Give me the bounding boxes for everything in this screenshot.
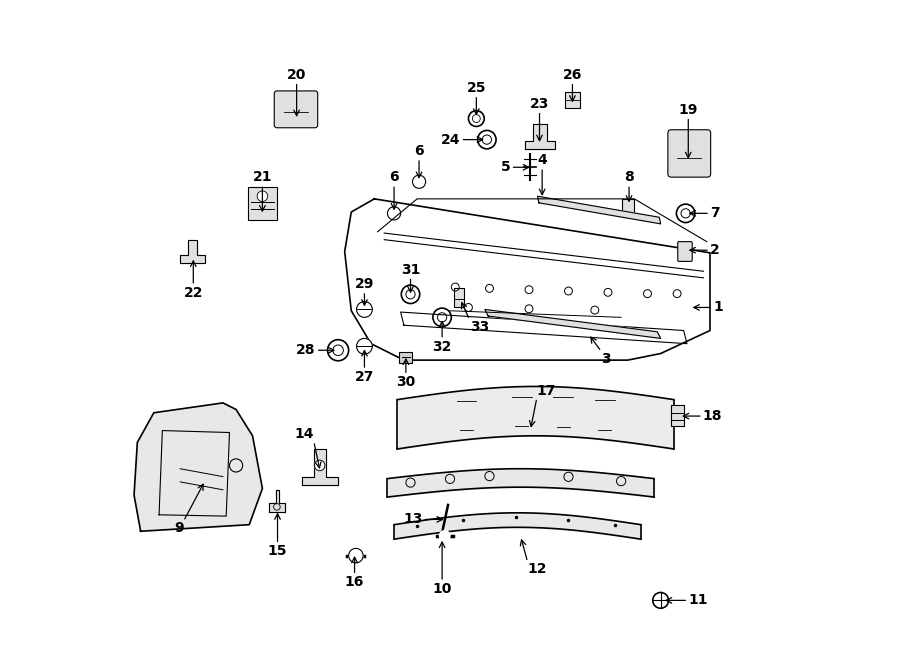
Text: 11: 11 [688, 594, 707, 607]
Circle shape [439, 531, 450, 541]
Text: 26: 26 [562, 67, 582, 82]
FancyBboxPatch shape [623, 199, 634, 214]
Text: 14: 14 [294, 427, 314, 441]
Text: 25: 25 [466, 81, 486, 95]
Text: 17: 17 [537, 383, 556, 398]
Text: 33: 33 [470, 320, 489, 334]
Text: 22: 22 [184, 286, 203, 299]
Text: 20: 20 [287, 67, 306, 82]
Text: 21: 21 [253, 171, 272, 184]
FancyBboxPatch shape [671, 405, 684, 426]
Text: 1: 1 [714, 301, 723, 315]
Circle shape [388, 207, 400, 220]
Circle shape [356, 301, 373, 317]
Text: 24: 24 [441, 133, 461, 147]
FancyBboxPatch shape [400, 352, 412, 364]
Circle shape [356, 338, 373, 354]
Text: 16: 16 [345, 575, 364, 590]
Text: 29: 29 [355, 277, 374, 291]
FancyBboxPatch shape [564, 93, 580, 108]
Text: 10: 10 [432, 582, 452, 596]
Text: 30: 30 [396, 375, 416, 389]
Circle shape [401, 285, 419, 303]
Polygon shape [269, 490, 285, 512]
Polygon shape [180, 240, 205, 263]
Polygon shape [525, 124, 555, 149]
Text: 18: 18 [703, 409, 723, 423]
Circle shape [230, 459, 243, 472]
Text: 9: 9 [174, 522, 184, 535]
Circle shape [348, 549, 363, 563]
Circle shape [314, 460, 325, 471]
Circle shape [677, 204, 695, 223]
Polygon shape [537, 196, 661, 224]
Text: 2: 2 [710, 243, 720, 257]
Text: 23: 23 [530, 97, 549, 110]
Text: 15: 15 [268, 545, 287, 559]
Text: 12: 12 [527, 563, 547, 576]
FancyBboxPatch shape [454, 288, 464, 307]
Text: 7: 7 [710, 206, 720, 220]
FancyBboxPatch shape [668, 130, 711, 177]
Text: 5: 5 [500, 160, 510, 175]
Circle shape [257, 191, 267, 202]
FancyBboxPatch shape [248, 187, 277, 220]
Text: 6: 6 [414, 144, 424, 158]
Polygon shape [485, 309, 661, 338]
Text: 6: 6 [389, 171, 399, 184]
FancyBboxPatch shape [274, 91, 318, 128]
Polygon shape [345, 199, 710, 360]
Text: 31: 31 [400, 262, 420, 276]
Circle shape [412, 175, 426, 188]
Polygon shape [134, 403, 263, 531]
Polygon shape [302, 449, 338, 485]
Text: 19: 19 [679, 102, 698, 116]
Text: 8: 8 [625, 171, 634, 184]
Circle shape [478, 130, 496, 149]
Text: 28: 28 [296, 343, 316, 357]
Text: 27: 27 [355, 370, 374, 384]
FancyBboxPatch shape [678, 242, 692, 261]
Circle shape [468, 110, 484, 126]
Circle shape [652, 592, 669, 608]
Text: 32: 32 [432, 340, 452, 354]
Circle shape [328, 340, 348, 361]
Text: 3: 3 [601, 352, 611, 366]
Circle shape [433, 308, 451, 327]
Text: 13: 13 [403, 512, 422, 526]
Text: 4: 4 [537, 153, 547, 167]
